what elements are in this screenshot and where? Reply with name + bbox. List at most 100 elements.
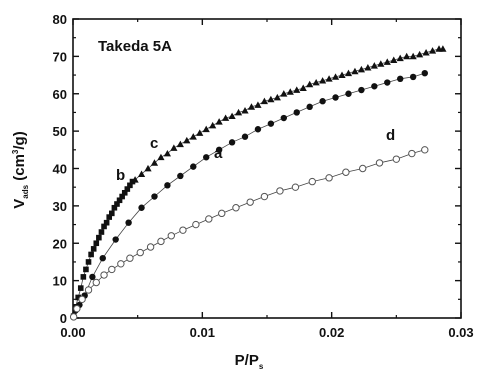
data-point-d bbox=[117, 260, 125, 268]
data-point-b bbox=[90, 246, 97, 252]
series-label-b: b bbox=[116, 167, 125, 184]
y-axis-title-main: V bbox=[11, 199, 28, 209]
data-point-c bbox=[209, 121, 217, 129]
data-point-b bbox=[98, 229, 105, 235]
data-point-a bbox=[138, 204, 145, 211]
data-point-c bbox=[189, 133, 197, 140]
data-point-c bbox=[183, 136, 191, 144]
series-label-c: c bbox=[150, 135, 158, 152]
data-point-b bbox=[88, 251, 94, 258]
data-point-c bbox=[215, 118, 223, 125]
data-point-c bbox=[131, 176, 139, 183]
data-point-b bbox=[103, 219, 110, 226]
plot-border bbox=[72, 18, 462, 319]
data-point-c bbox=[364, 63, 372, 71]
data-point-c bbox=[196, 129, 204, 136]
data-point-c bbox=[241, 106, 249, 114]
data-point-c bbox=[222, 114, 230, 121]
data-point-d bbox=[325, 174, 333, 182]
data-point-b bbox=[116, 197, 123, 204]
data-point-a bbox=[89, 273, 96, 281]
data-point-a bbox=[358, 86, 365, 94]
data-point-c bbox=[331, 73, 340, 80]
data-point-c bbox=[280, 90, 288, 97]
data-point-a bbox=[397, 75, 404, 83]
series-label-a: a bbox=[214, 145, 223, 162]
data-point-a bbox=[384, 79, 391, 86]
data-point-c bbox=[202, 125, 210, 133]
y-tick-label: 80 bbox=[53, 12, 67, 27]
data-point-c bbox=[312, 78, 320, 86]
data-point-b bbox=[96, 234, 102, 241]
data-point-a bbox=[306, 103, 313, 111]
plot-frame bbox=[72, 18, 462, 319]
data-point-c bbox=[267, 95, 275, 103]
data-point-a bbox=[371, 83, 378, 90]
data-point-c bbox=[377, 60, 385, 67]
data-point-c bbox=[416, 50, 424, 58]
data-point-d bbox=[260, 192, 269, 201]
data-point-a bbox=[280, 114, 288, 122]
data-point-a bbox=[319, 98, 326, 105]
data-point-c bbox=[293, 86, 301, 93]
x-axis-ticks: 0.00 0.01 0.02 0.03 bbox=[60, 19, 474, 340]
data-point-d bbox=[291, 183, 300, 191]
data-point-c bbox=[428, 47, 437, 54]
x-axis-title-main: P/P bbox=[235, 352, 259, 369]
data-point-c bbox=[306, 80, 314, 88]
data-point-c bbox=[409, 52, 417, 60]
data-point-d bbox=[73, 304, 81, 313]
data-point-c bbox=[422, 49, 430, 56]
data-point-c bbox=[390, 56, 398, 63]
data-point-d bbox=[359, 164, 367, 173]
data-point-d bbox=[421, 146, 429, 154]
data-point-d bbox=[218, 209, 226, 218]
data-point-d bbox=[92, 278, 100, 287]
data-point-d bbox=[232, 204, 240, 212]
data-point-c bbox=[299, 84, 307, 92]
y-tick-label: 60 bbox=[53, 87, 67, 102]
data-point-a bbox=[112, 236, 119, 243]
data-point-c bbox=[319, 77, 327, 84]
data-point-d bbox=[126, 254, 134, 262]
data-point-d bbox=[342, 168, 350, 176]
data-point-b bbox=[109, 210, 115, 217]
data-point-c bbox=[273, 93, 281, 101]
data-point-c bbox=[150, 159, 159, 166]
data-point-a bbox=[345, 90, 352, 97]
data-point-a bbox=[125, 219, 132, 226]
y-tick-label: 10 bbox=[53, 274, 67, 289]
data-point-a bbox=[99, 255, 106, 262]
data-point-a bbox=[164, 182, 171, 189]
data-point-d bbox=[136, 248, 144, 257]
data-point-c bbox=[228, 112, 236, 120]
y-axis-title-subscript: ads bbox=[21, 184, 30, 198]
data-point-a bbox=[215, 146, 223, 154]
data-point-d bbox=[157, 237, 165, 246]
data-point-d bbox=[192, 220, 200, 229]
y-axis-title-unit-post: /g) bbox=[11, 131, 28, 149]
data-point-c bbox=[137, 170, 146, 177]
data-point-a bbox=[228, 139, 236, 146]
data-point-b bbox=[106, 214, 113, 220]
data-point-c bbox=[344, 69, 353, 77]
data-point-a bbox=[421, 69, 428, 77]
x-tick-label: 0.02 bbox=[319, 325, 344, 340]
data-point-c bbox=[325, 75, 333, 82]
data-point-d bbox=[100, 271, 108, 279]
x-axis-title: P/Ps bbox=[235, 352, 264, 371]
data-point-c bbox=[163, 149, 172, 157]
chart-title: Takeda 5A bbox=[98, 38, 172, 55]
data-point-c bbox=[357, 65, 366, 73]
y-axis-title-unit-pre: (cm bbox=[11, 154, 28, 185]
data-point-b bbox=[121, 189, 128, 196]
data-point-a bbox=[332, 94, 339, 101]
data-point-d bbox=[276, 187, 284, 195]
data-point-b bbox=[124, 186, 131, 192]
series-label-d: d bbox=[386, 127, 395, 144]
y-tick-label: 0 bbox=[60, 311, 67, 326]
data-point-b bbox=[114, 201, 120, 207]
series-points bbox=[69, 45, 447, 321]
data-point-d bbox=[167, 232, 175, 240]
